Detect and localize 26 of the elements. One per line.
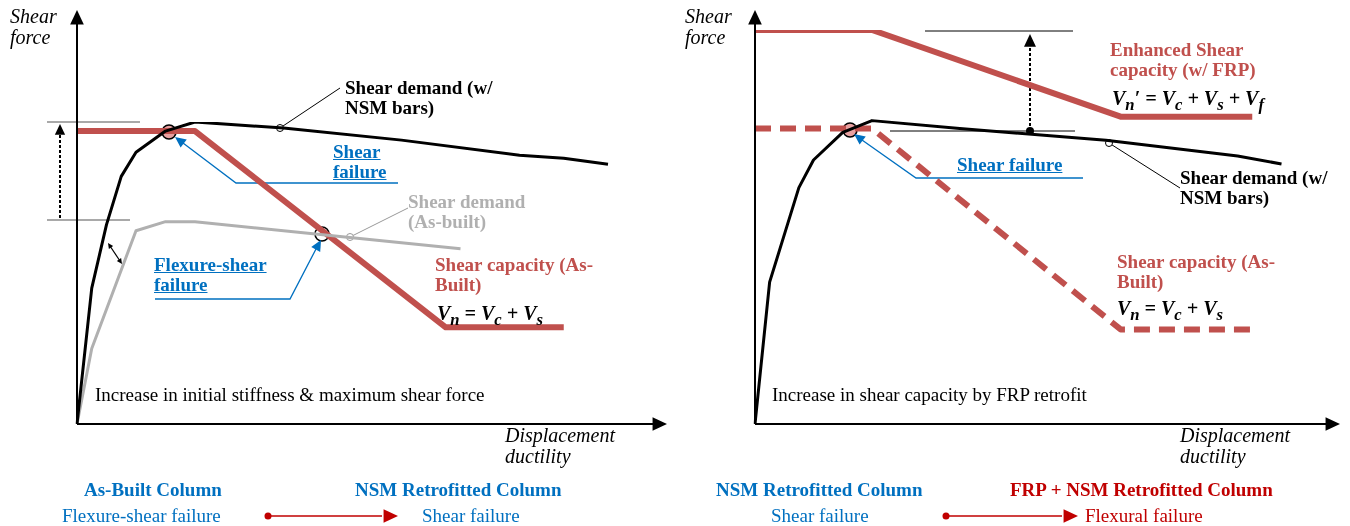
series-label: Shear demand (As-built) bbox=[408, 191, 527, 232]
annotation: Increase in shear capacity by FRP retrofit bbox=[772, 384, 1088, 405]
series-label: Enhanced Shear capacity (w/ FRP) bbox=[1110, 39, 1257, 80]
annotation: V$_{n}$ = V$_{c}$ + V$_{s}$ bbox=[1117, 297, 1224, 324]
x-axis-title: Displacement ductility bbox=[1180, 424, 1292, 467]
annotation: V$_{n}$ = V$_{c}$ + V$_{s}$ bbox=[437, 302, 544, 329]
text: NSM Retrofitted Column bbox=[716, 479, 924, 500]
annotation: V$_{n}$′ = V$_{c}$ + V$_{s}$ + V$_{f}$ bbox=[1112, 87, 1267, 114]
y-axis-title: Shear force bbox=[685, 5, 733, 48]
y-axis-title: Shear force bbox=[10, 5, 58, 48]
text: Flexure-shear failure bbox=[62, 505, 222, 526]
text: As-Built Column bbox=[84, 479, 223, 500]
series-label: Shear demand (w/ NSM bars) bbox=[1180, 167, 1329, 208]
series-label: Shear capacity (As-Built) bbox=[435, 254, 594, 295]
text: Flexural failure bbox=[1085, 505, 1204, 526]
annotation: Shear failure bbox=[957, 154, 1064, 175]
legend-label: Shear demand (w/ NSM bars) bbox=[345, 77, 494, 118]
text: FRP + NSM Retrofitted Column bbox=[1010, 479, 1274, 500]
series-label: Shear capacity (As-Built) bbox=[1117, 251, 1276, 292]
text: Shear failure bbox=[771, 505, 870, 526]
annotation: Increase in initial stiffness & maximum shear force bbox=[95, 384, 486, 405]
text: Shear failure bbox=[422, 505, 521, 526]
x-axis-title: Displacement ductility bbox=[505, 424, 617, 467]
text: NSM Retrofitted Column bbox=[355, 479, 563, 500]
annotation: Flexure-shear failure bbox=[154, 254, 268, 295]
annotation: Shear failure bbox=[333, 141, 388, 182]
